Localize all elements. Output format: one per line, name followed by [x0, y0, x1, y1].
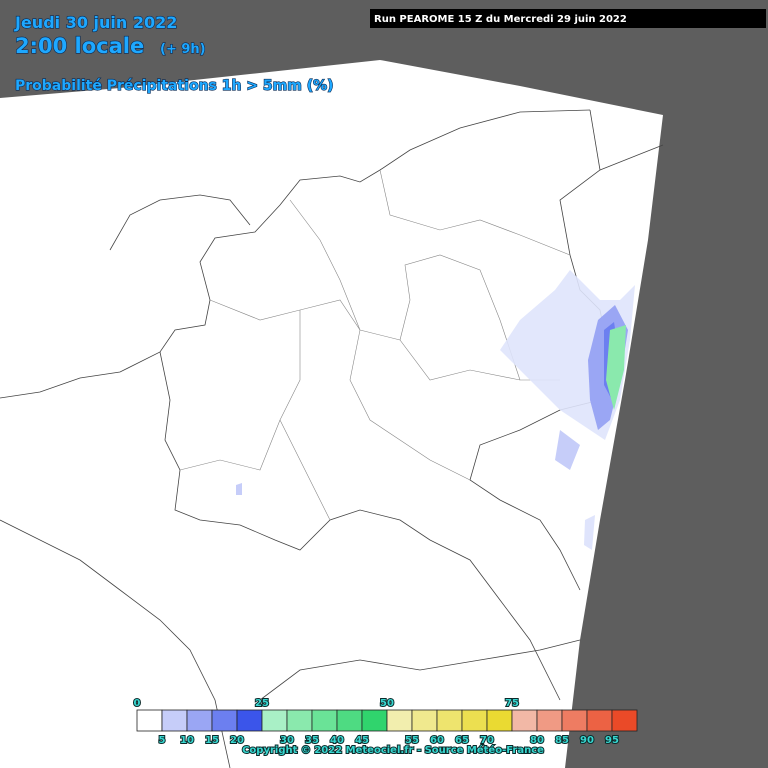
legend-swatch	[361, 709, 388, 732]
legend-tick-label: 10	[180, 735, 194, 746]
legend-tick-label: 80	[530, 735, 544, 746]
legend-swatch	[386, 709, 413, 732]
legend-tick-label: 65	[455, 735, 469, 746]
legend-swatch	[136, 709, 163, 732]
legend-tick-label: 25	[255, 698, 269, 709]
legend-swatch	[586, 709, 613, 732]
legend-tick-label: 45	[355, 735, 369, 746]
legend-tick-label: 85	[555, 735, 569, 746]
legend-tick-label: 40	[330, 735, 344, 746]
legend-swatch	[336, 709, 363, 732]
legend-swatch	[261, 709, 288, 732]
legend-swatch	[211, 709, 238, 732]
legend-tick-label: 35	[305, 735, 319, 746]
forecast-date: Jeudi 30 juin 2022	[14, 13, 177, 32]
precipitation-field	[236, 270, 635, 550]
legend-swatch	[511, 709, 538, 732]
legend-tick-label: 15	[205, 735, 219, 746]
legend-tick-label: 90	[580, 735, 594, 746]
legend-tick-label: 95	[605, 735, 619, 746]
legend-swatch	[611, 709, 638, 732]
legend-swatch	[561, 709, 588, 732]
legend-swatch	[461, 709, 488, 732]
legend-tick-label: 60	[430, 735, 444, 746]
legend-tick-label: 55	[405, 735, 419, 746]
legend-tick-label: 30	[280, 735, 294, 746]
model-domain	[0, 60, 663, 768]
legend-tick-label: 20	[230, 735, 244, 746]
legend-swatch	[286, 709, 313, 732]
product-title: Probabilité Précipitations 1h > 5mm (%)	[15, 78, 334, 94]
legend-swatch	[311, 709, 338, 732]
legend-swatch	[436, 709, 463, 732]
legend-tick-label: 50	[380, 698, 394, 709]
legend-tick-label: 0	[134, 698, 141, 709]
legend-tick-label: 70	[480, 735, 494, 746]
legend-swatch	[186, 709, 213, 732]
legend-tick-label: 5	[159, 735, 166, 746]
legend-swatch	[161, 709, 188, 732]
forecast-offset: (+ 9h)	[160, 42, 206, 57]
legend-swatch	[411, 709, 438, 732]
legend-swatch	[486, 709, 513, 732]
legend-tick-label: 75	[505, 698, 519, 709]
run-banner	[370, 9, 766, 28]
copyright: Copyright © 2022 Meteociel.fr - Source M…	[242, 744, 544, 756]
legend-swatch	[536, 709, 563, 732]
forecast-time: 2:00 locale	[15, 34, 144, 58]
legend-swatch	[236, 709, 263, 732]
color-legend: 0 25 50 75 5 10 15 20 30 35 40 45 55 60 65 70 80 85 90 95	[133, 697, 638, 747]
run-info: Run PEAROME 15 Z du Mercredi 29 juin 202…	[374, 14, 627, 25]
